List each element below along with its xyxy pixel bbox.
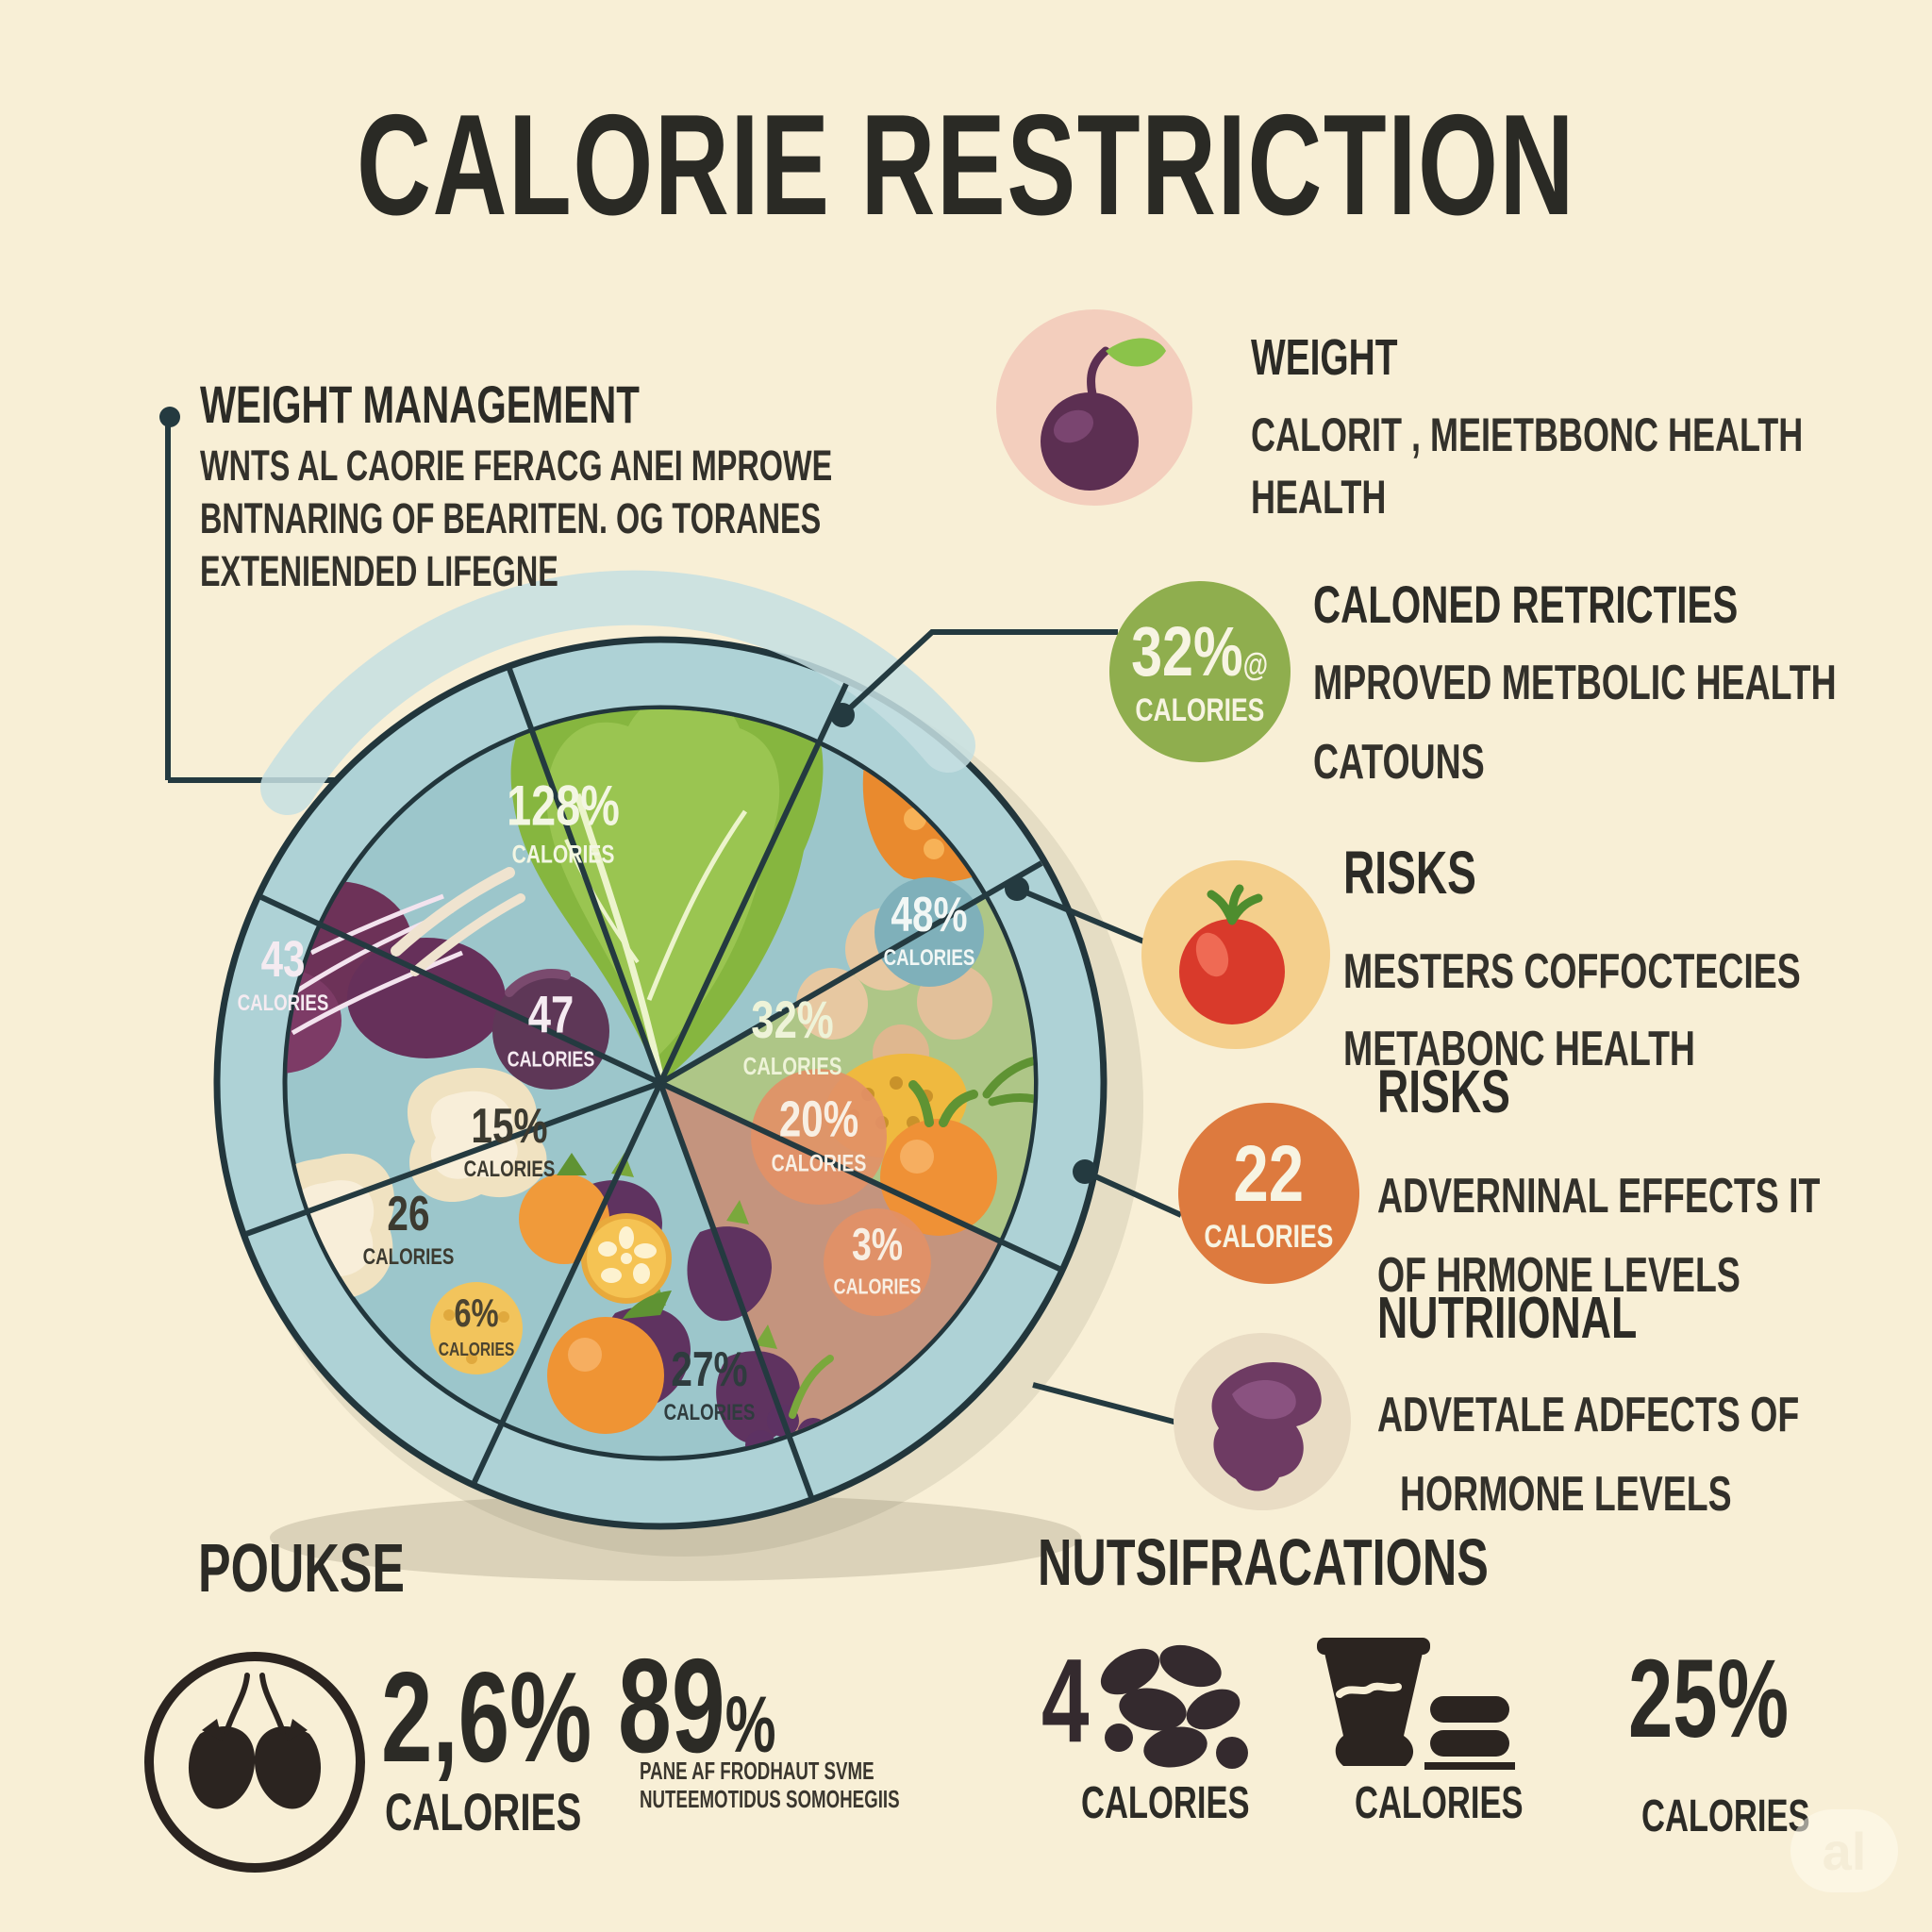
pie-label-47: 47 CALORIES — [507, 984, 595, 1072]
blender-icon — [1317, 1638, 1515, 1770]
plums-circle-icon — [144, 1652, 365, 1873]
stat-25-label: CALORIES — [1641, 1791, 1810, 1841]
pie-label-43: 43 CALORIES — [237, 931, 329, 1016]
right-item-nutriional-title: NUTRIIONAL — [1377, 1286, 1638, 1351]
plate-rim-highlight — [260, 570, 975, 815]
right-item-weight-lines: CALORIT , MEIETBBONC HEALTH HEALTH — [1251, 408, 1804, 524]
connector-dot — [159, 407, 180, 427]
plum-icon — [996, 309, 1192, 506]
right-item-nutriional-lines: ADVETALE ADFECTS OF HORMONE LEVELS — [1377, 1388, 1800, 1522]
right-item-caloned-title: CALONED RETRICTIES — [1313, 575, 1739, 634]
beans-icon — [1100, 1644, 1248, 1769]
nutsifracations-heading: NUTSIFRACATIONS — [1038, 1525, 1489, 1599]
connectors-right — [840, 629, 1183, 1425]
pie-spokes — [244, 667, 1061, 1499]
right-item-risks2-lines: ADVERNINAL EFFECTS IT OF HRMONE LEVELS — [1377, 1169, 1821, 1303]
pie-label-32: 32% CALORIES — [742, 990, 842, 1080]
stat-89: 89% — [618, 1631, 776, 1781]
right-item-caloned-lines: MPROVED METBOLIC HEALTH CATOUNS — [1313, 656, 1837, 790]
badge-22-calories: 22 CALORIES — [1178, 1103, 1359, 1284]
pie-label-3: 3% CALORIES — [833, 1220, 922, 1299]
pie-label-6: 6% CALORIES — [438, 1291, 515, 1360]
liver-icon — [1174, 1333, 1351, 1510]
right-item-risks2-title: RISKS — [1377, 1058, 1510, 1125]
stat-4-value: 4 — [1041, 1634, 1090, 1767]
pie-label-15: 15% CALORIES — [463, 1099, 556, 1182]
poukse-heading: POUKSE — [198, 1531, 405, 1607]
pie-label-20: 20% CALORIES — [771, 1091, 867, 1177]
right-item-weight-title: WEIGHT — [1251, 329, 1398, 386]
stat-4-label: CALORIES — [1081, 1778, 1250, 1828]
tomato-icon — [1141, 860, 1330, 1049]
stat-89-caption: PANE AF FRODHAUT SVME NUTEEMOTIDUS SOMOH… — [640, 1757, 900, 1813]
left-block-heading: WEIGHT MANAGEMENT — [200, 375, 640, 434]
plate-shadow — [270, 1494, 1081, 1581]
page-title: CALORIE RESTRICTION — [356, 85, 1576, 245]
pie-label-48: 48% CALORIES — [883, 888, 975, 971]
watermark-badge: al — [1790, 1809, 1898, 1892]
right-item-risks1-lines: MESTERS COFFOCTECIES METABONC HEALTH — [1343, 944, 1801, 1076]
stat-26-label: CALORIES — [385, 1782, 582, 1841]
right-item-risks1-title: RISKS — [1343, 839, 1476, 907]
stat-blender-label: CALORIES — [1355, 1778, 1524, 1828]
stat-25-value: 25% — [1628, 1637, 1790, 1761]
left-block-body: WNTS AL CAORIE FERACG ANEI MPROWE BNTNAR… — [200, 441, 833, 595]
pie-label-27: 27% CALORIES — [663, 1342, 756, 1425]
stat-26-value: 2,6% — [381, 1645, 592, 1789]
pie-label-128: 128% CALORIES — [507, 774, 620, 869]
badge-32-calories: 32%@ CALORIES — [1109, 581, 1291, 762]
pie-label-26: 26 CALORIES — [362, 1187, 455, 1270]
